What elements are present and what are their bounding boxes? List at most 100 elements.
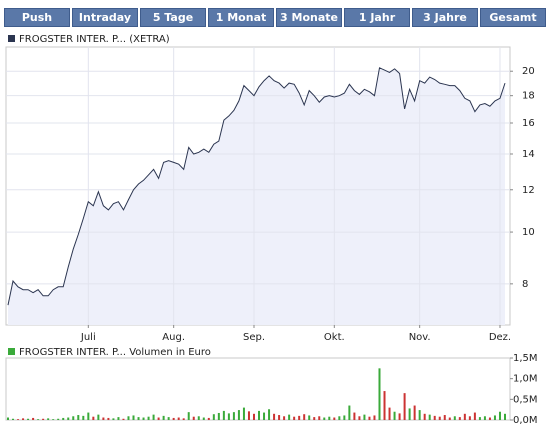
range-tab[interactable]: 5 Tage [140, 8, 206, 27]
volume-bar [413, 405, 416, 420]
volume-bar [423, 413, 426, 420]
volume-bar [504, 413, 506, 420]
range-tab[interactable]: Gesamt [480, 8, 546, 27]
volume-bar [493, 415, 496, 420]
range-tab[interactable]: Intraday [72, 8, 138, 27]
volume-bar [303, 414, 306, 420]
volume-bar [117, 417, 120, 420]
volume-bar [152, 414, 155, 420]
volume-bar [142, 417, 145, 420]
volume-bar [252, 413, 255, 420]
volume-bar [127, 416, 130, 420]
volume-bar [498, 411, 501, 420]
volume-bar [468, 416, 471, 420]
volume-bar [27, 418, 30, 420]
volume-bar [247, 411, 250, 420]
volume-bar [217, 412, 220, 420]
volume-bar [293, 416, 296, 420]
volume-bar [107, 417, 110, 420]
volume-bar [137, 417, 140, 420]
volume-bar [288, 414, 291, 420]
volume-bar [368, 416, 371, 420]
volume-bar [177, 417, 180, 420]
volume-bar [428, 414, 431, 420]
volume-bar [403, 393, 406, 420]
volume-bar [207, 417, 210, 420]
volume-bar [393, 411, 396, 420]
volume-bar [373, 415, 376, 420]
volume-bar [458, 417, 461, 420]
y-tick-label: 10 [522, 227, 535, 238]
volume-bar [42, 418, 45, 420]
volume-bar [363, 414, 366, 420]
x-tick-label: Dez. [489, 332, 511, 343]
volume-bar [102, 417, 105, 420]
volume-bar [478, 417, 481, 420]
volume-bar [157, 417, 160, 420]
x-tick-label: Aug. [162, 332, 185, 343]
volume-bar [488, 417, 491, 420]
volume-bar [202, 417, 205, 420]
price-line [7, 67, 506, 306]
x-tick-label: Nov. [409, 332, 431, 343]
volume-bar [92, 416, 95, 420]
x-tick-label: Okt. [324, 332, 345, 343]
volume-bar [263, 412, 266, 420]
volume-bar [187, 412, 190, 420]
volume-bar [408, 408, 411, 420]
y-tick-label: 12 [522, 185, 535, 196]
range-tab[interactable]: Push [4, 8, 70, 27]
volume-bar [348, 405, 351, 420]
volume-bar [227, 413, 230, 420]
volume-bar [62, 417, 65, 420]
volume-bar [72, 416, 75, 420]
y-tick-label: 1,5M [513, 353, 538, 364]
volume-bar [383, 391, 386, 420]
range-tab[interactable]: 3 Jahre [412, 8, 478, 27]
volume-bar [87, 412, 90, 420]
volume-bar [192, 416, 195, 420]
range-tab[interactable]: 1 Monat [208, 8, 274, 27]
y-tick-label: 0,5M [513, 394, 538, 405]
volume-bar [318, 416, 321, 420]
plot-frame [5, 357, 511, 421]
volume-bar [162, 415, 165, 420]
y-tick-label: 18 [522, 91, 535, 102]
volume-bar [147, 416, 150, 420]
volume-bar [283, 416, 286, 420]
range-tab[interactable]: 3 Monate [276, 8, 342, 27]
volume-bar [378, 368, 381, 420]
volume-bar [323, 417, 326, 420]
legend-swatch [8, 348, 15, 355]
volume-bar [132, 415, 135, 420]
volume-bar [47, 418, 50, 420]
volume-bar [97, 414, 100, 420]
volume-bar [12, 418, 15, 420]
volume-bar [182, 418, 185, 420]
volume-bar [82, 415, 85, 420]
legend-swatch [8, 35, 15, 42]
range-tab[interactable]: 1 Jahr [344, 8, 410, 27]
volume-bar [52, 419, 55, 420]
y-tick-label: 16 [522, 118, 535, 129]
volume-bar [112, 418, 115, 420]
volume-bar [358, 416, 361, 420]
chart-title: FROGSTER INTER. P... Volumen in Euro [19, 347, 211, 358]
y-tick-label: 1,0M [513, 374, 538, 385]
volume-bar [448, 417, 451, 420]
x-tick-label: Juli [80, 332, 96, 343]
volume-bar [418, 410, 421, 420]
volume-bar [17, 419, 20, 420]
volume-bar [443, 415, 446, 420]
volume-bar [333, 417, 336, 420]
volume-bar [438, 416, 441, 420]
volume-bar [197, 416, 200, 420]
tab-bar: Push Intraday 5 Tage 1 Monat 3 Monate 1 Jahr 3… [4, 8, 546, 27]
volume-bar [278, 415, 281, 420]
volume-bar [37, 419, 40, 420]
volume-bar [343, 415, 346, 420]
volume-bar [328, 416, 331, 420]
volume-bar [388, 407, 391, 420]
volume-bar [167, 417, 170, 420]
volume-bar [273, 413, 276, 420]
